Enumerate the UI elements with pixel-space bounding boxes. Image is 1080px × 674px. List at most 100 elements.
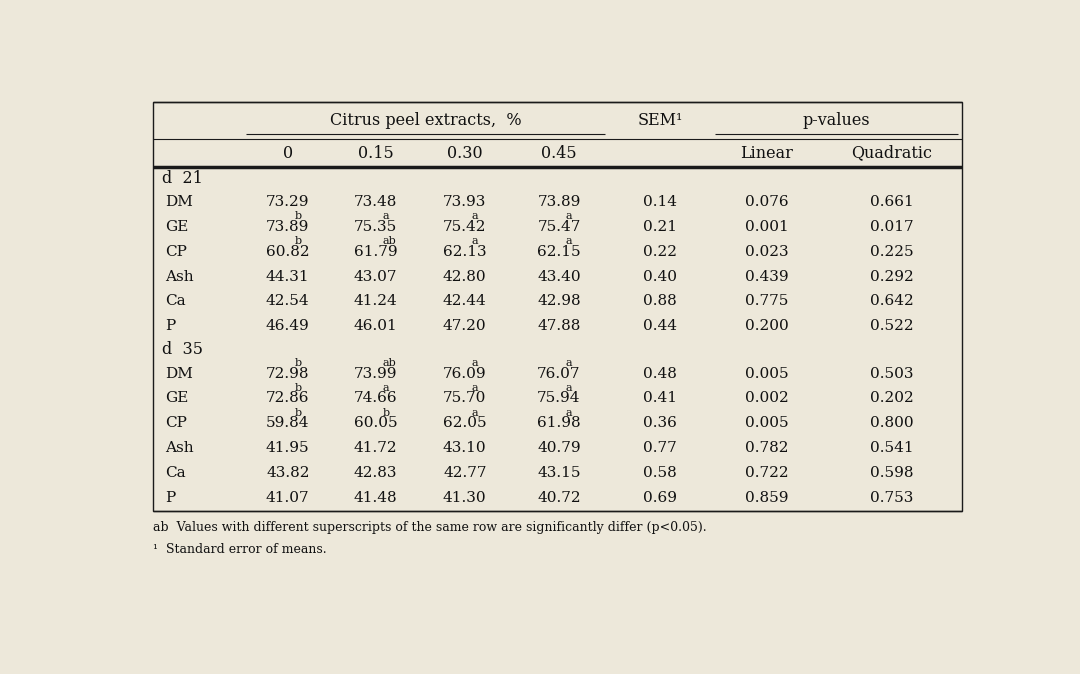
Text: a: a	[472, 408, 478, 418]
Text: 72.98: 72.98	[266, 367, 310, 381]
Text: 0.598: 0.598	[869, 466, 914, 481]
Text: 0.225: 0.225	[869, 245, 914, 259]
Text: 42.98: 42.98	[537, 295, 581, 309]
Text: 0.859: 0.859	[745, 491, 788, 505]
Text: 75.70: 75.70	[443, 392, 486, 406]
Text: 42.83: 42.83	[354, 466, 397, 481]
Text: b: b	[295, 236, 301, 246]
Text: 72.86: 72.86	[266, 392, 310, 406]
Text: GE: GE	[165, 392, 189, 406]
Text: a: a	[566, 358, 572, 368]
Text: a: a	[566, 408, 572, 418]
Text: 60.05: 60.05	[354, 417, 397, 431]
Text: 73.48: 73.48	[354, 195, 397, 209]
Text: 0.005: 0.005	[745, 417, 788, 431]
Text: 41.30: 41.30	[443, 491, 487, 505]
Text: 73.89: 73.89	[537, 195, 581, 209]
Text: 61.98: 61.98	[537, 417, 581, 431]
Text: d  35: d 35	[162, 342, 203, 359]
Text: DM: DM	[165, 195, 193, 209]
Text: 0: 0	[283, 144, 293, 162]
Text: 0.21: 0.21	[644, 220, 677, 234]
Text: 73.29: 73.29	[266, 195, 310, 209]
Text: 0.005: 0.005	[745, 367, 788, 381]
Text: 62.05: 62.05	[443, 417, 487, 431]
Text: 41.48: 41.48	[354, 491, 397, 505]
Text: 0.88: 0.88	[644, 295, 677, 309]
Text: b: b	[295, 408, 301, 418]
Text: Ash: Ash	[165, 270, 193, 284]
Text: Ca: Ca	[165, 295, 186, 309]
Text: a: a	[472, 358, 478, 368]
Text: 75.35: 75.35	[354, 220, 397, 234]
Text: 0.45: 0.45	[541, 144, 577, 162]
Text: 76.09: 76.09	[443, 367, 487, 381]
Text: 0.522: 0.522	[869, 319, 914, 334]
Text: 0.48: 0.48	[644, 367, 677, 381]
Text: Linear: Linear	[741, 144, 794, 162]
Text: CP: CP	[165, 245, 187, 259]
Text: ¹  Standard error of means.: ¹ Standard error of means.	[153, 543, 327, 556]
Text: 0.292: 0.292	[869, 270, 914, 284]
Text: 76.07: 76.07	[537, 367, 581, 381]
Text: d  21: d 21	[162, 170, 203, 187]
Text: 0.200: 0.200	[745, 319, 788, 334]
Text: b: b	[382, 408, 390, 418]
Text: b: b	[295, 383, 301, 393]
Text: ab: ab	[382, 236, 396, 246]
Text: 0.076: 0.076	[745, 195, 788, 209]
Text: GE: GE	[165, 220, 189, 234]
Text: Ash: Ash	[165, 441, 193, 456]
Text: P: P	[165, 319, 175, 334]
Text: 0.44: 0.44	[644, 319, 677, 334]
Text: 0.503: 0.503	[869, 367, 914, 381]
Text: 0.36: 0.36	[644, 417, 677, 431]
Text: 47.20: 47.20	[443, 319, 487, 334]
Text: 0.439: 0.439	[745, 270, 788, 284]
Text: a: a	[472, 211, 478, 221]
Text: 0.642: 0.642	[869, 295, 914, 309]
Text: ab  Values with different superscripts of the same row are significantly differ : ab Values with different superscripts of…	[153, 521, 707, 534]
Text: 0.017: 0.017	[869, 220, 914, 234]
Text: 43.07: 43.07	[354, 270, 397, 284]
Text: 0.775: 0.775	[745, 295, 788, 309]
Text: 0.41: 0.41	[644, 392, 677, 406]
Text: 47.88: 47.88	[537, 319, 581, 334]
Text: 43.15: 43.15	[537, 466, 581, 481]
Text: p-values: p-values	[802, 112, 870, 129]
Text: 59.84: 59.84	[266, 417, 310, 431]
Text: 0.30: 0.30	[447, 144, 483, 162]
Text: P: P	[165, 491, 175, 505]
Text: 43.10: 43.10	[443, 441, 487, 456]
Text: 75.94: 75.94	[537, 392, 581, 406]
Text: a: a	[566, 383, 572, 393]
Text: 44.31: 44.31	[266, 270, 310, 284]
Text: a: a	[472, 236, 478, 246]
Text: 40.79: 40.79	[537, 441, 581, 456]
Text: 0.722: 0.722	[745, 466, 788, 481]
Text: 41.72: 41.72	[354, 441, 397, 456]
Text: 42.44: 42.44	[443, 295, 487, 309]
Text: Citrus peel extracts,  %: Citrus peel extracts, %	[330, 112, 522, 129]
Text: 0.541: 0.541	[869, 441, 914, 456]
Text: 0.40: 0.40	[644, 270, 677, 284]
Text: a: a	[382, 211, 389, 221]
Text: a: a	[382, 383, 389, 393]
Text: 43.82: 43.82	[266, 466, 310, 481]
Text: DM: DM	[165, 367, 193, 381]
Text: 60.82: 60.82	[266, 245, 310, 259]
Text: 0.69: 0.69	[644, 491, 677, 505]
Text: 0.15: 0.15	[357, 144, 393, 162]
Text: a: a	[566, 211, 572, 221]
Text: 0.202: 0.202	[869, 392, 914, 406]
Text: 42.80: 42.80	[443, 270, 487, 284]
Text: 0.77: 0.77	[644, 441, 677, 456]
Text: b: b	[295, 211, 301, 221]
Text: CP: CP	[165, 417, 187, 431]
Text: 0.753: 0.753	[870, 491, 914, 505]
Text: 41.07: 41.07	[266, 491, 310, 505]
Text: 0.023: 0.023	[745, 245, 788, 259]
Text: 43.40: 43.40	[537, 270, 581, 284]
Text: ab: ab	[382, 358, 396, 368]
Text: 61.79: 61.79	[354, 245, 397, 259]
